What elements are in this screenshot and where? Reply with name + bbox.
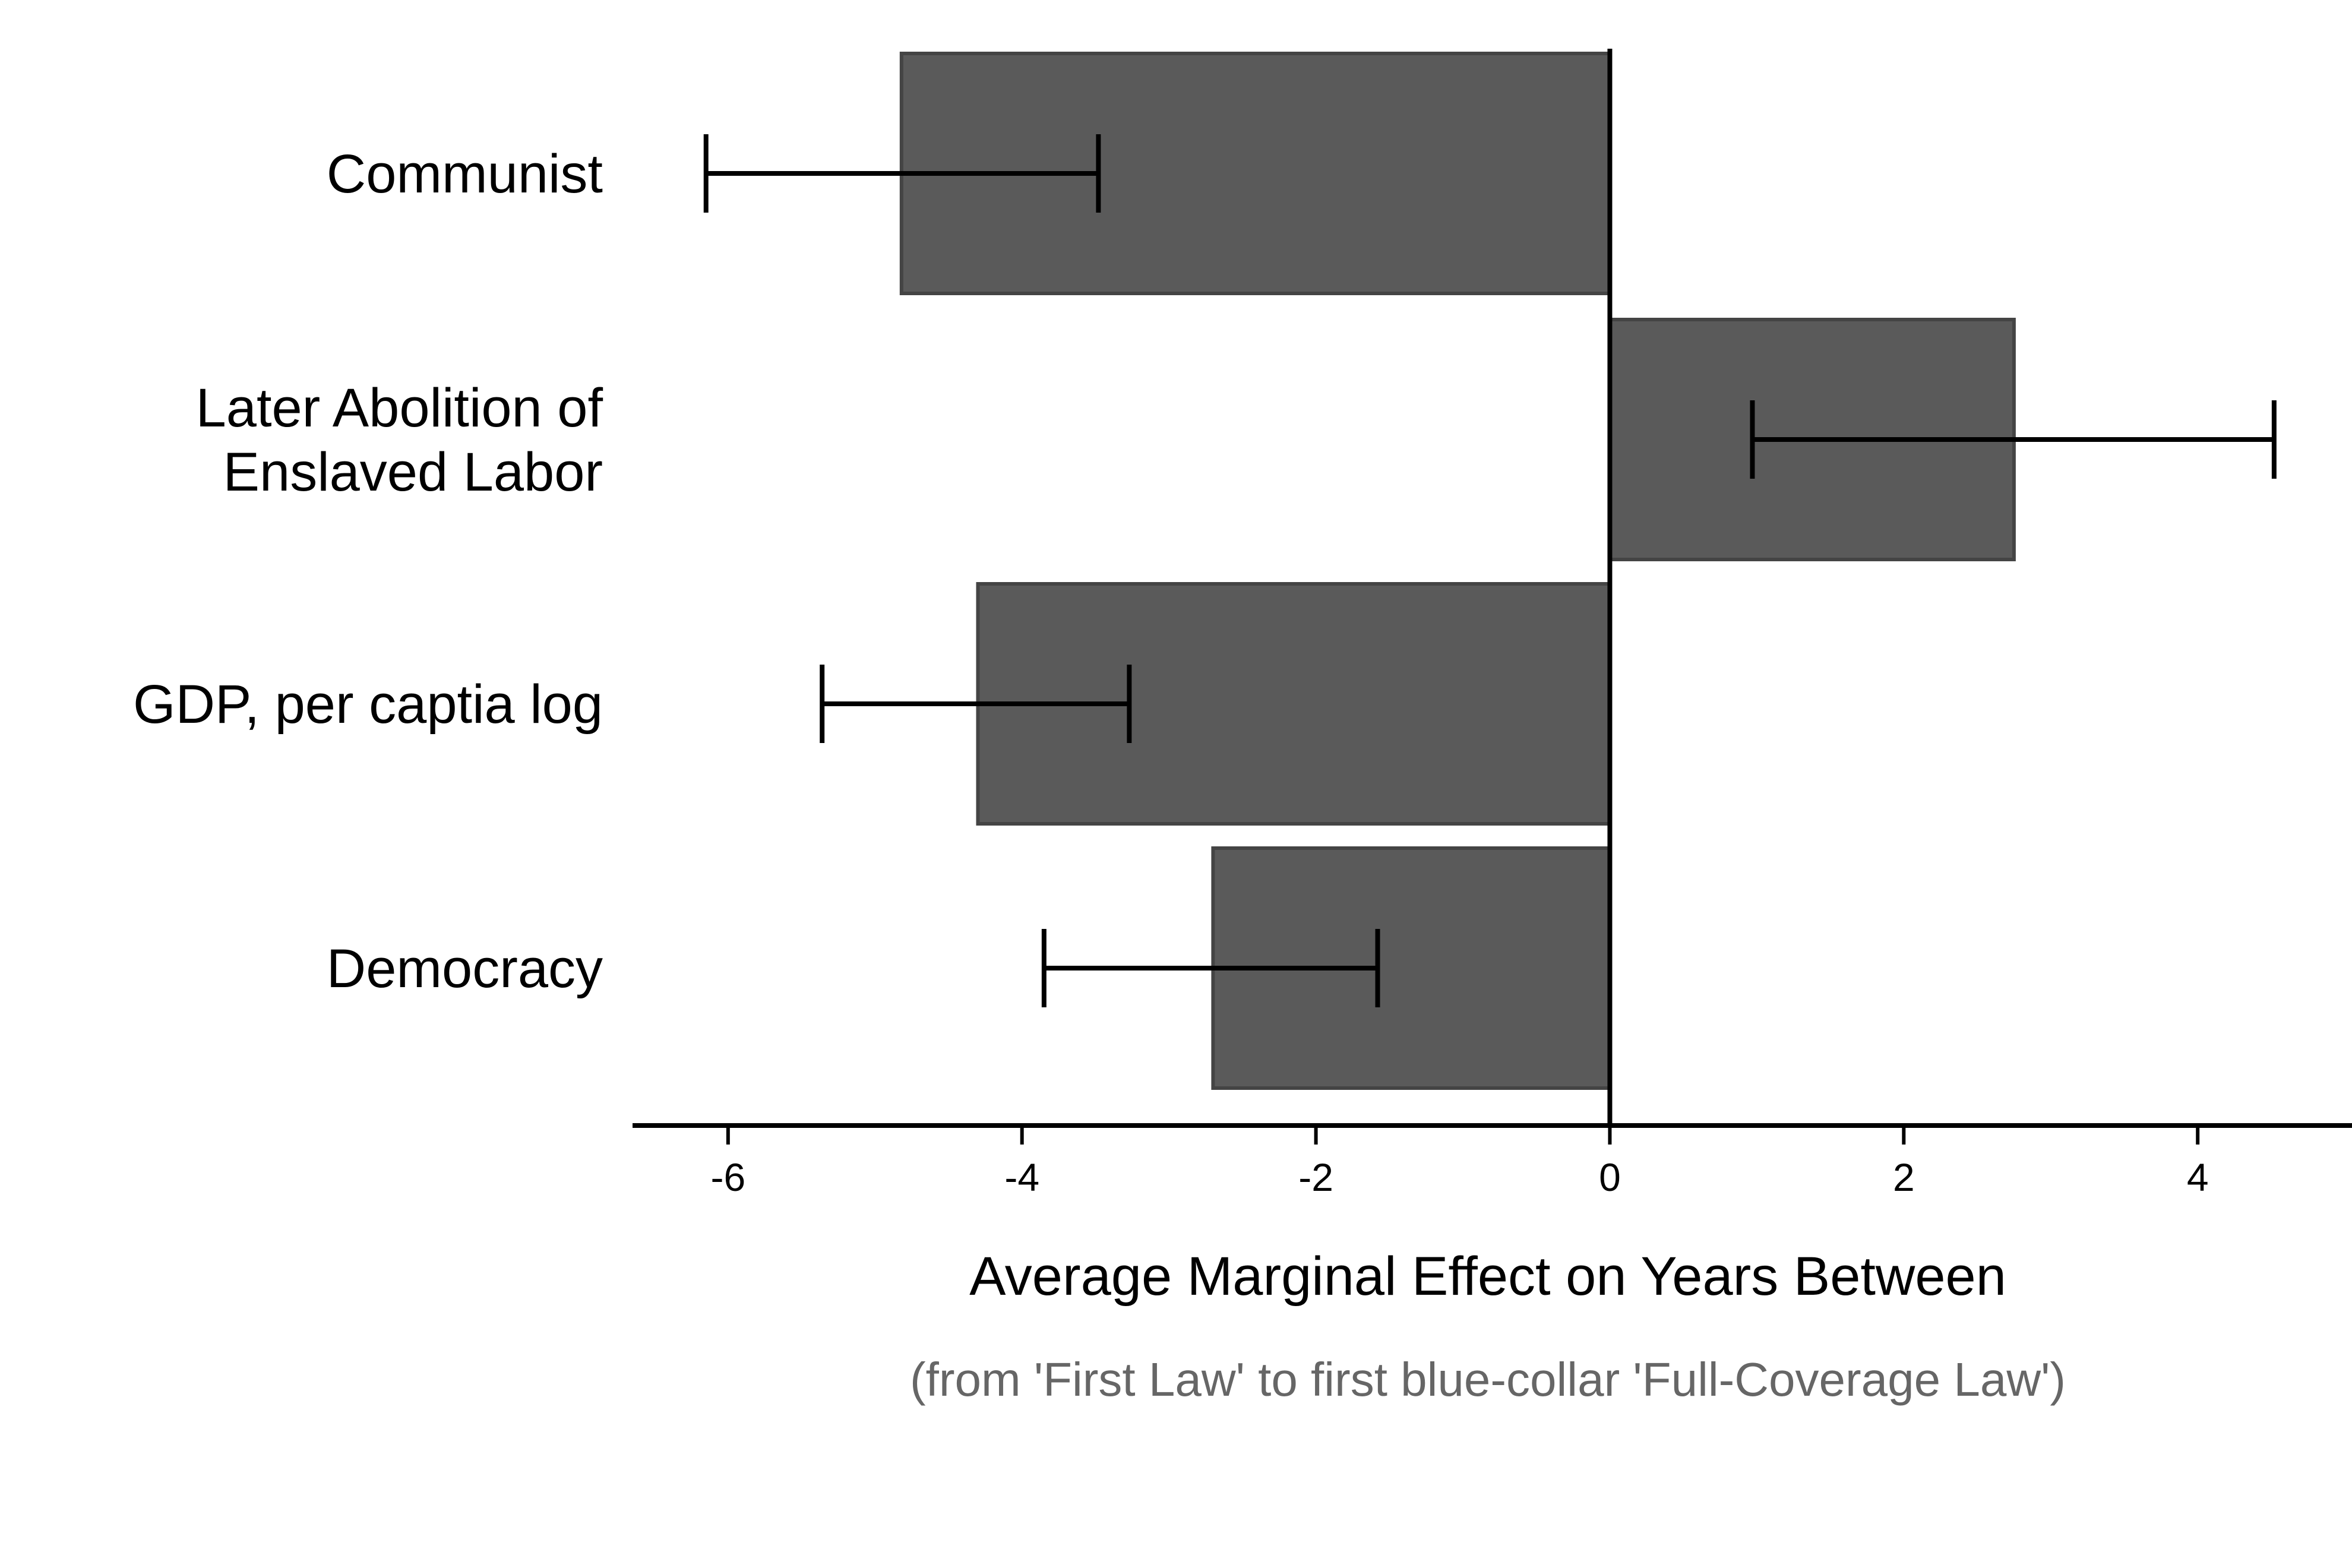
bars-layer: [899, 52, 2016, 1090]
category-label-2: GDP, per captia log: [133, 674, 603, 735]
axis-layer: [633, 49, 2352, 1145]
x-axis-label: Average Marginal Effect on Years Between: [969, 1246, 2006, 1307]
x-axis-subtitle: (from 'First Law' to first blue-collar '…: [910, 1353, 2066, 1406]
category-label-0: Communist: [327, 144, 603, 204]
category-label-2-line-0: GDP, per captia log: [133, 674, 603, 735]
category-label-0-line-0: Communist: [327, 144, 603, 204]
tick-labels: -6 -4 -2 0 2 4: [710, 1155, 2208, 1199]
x-tick-label-5: 4: [2187, 1155, 2209, 1199]
error-bar-0: [703, 134, 1101, 213]
category-labels: Communist Later Abolition of Enslaved Labo…: [133, 144, 603, 999]
x-tick-label-0: -6: [710, 1155, 745, 1199]
category-label-3: Democracy: [327, 938, 603, 999]
x-tick-label-4: 2: [1893, 1155, 1915, 1199]
x-tick-label-2: -2: [1298, 1155, 1333, 1199]
category-label-1-line-1: Enslaved Labor: [223, 442, 603, 502]
category-label-3-line-0: Democracy: [327, 938, 603, 999]
x-tick-label-3: 0: [1599, 1155, 1621, 1199]
error-bar-3: [1041, 929, 1380, 1007]
error-bar-2: [820, 665, 1132, 743]
error-bar-1: [1750, 400, 2277, 479]
category-label-1-line-0: Later Abolition of: [196, 378, 603, 438]
x-tick-label-1: -4: [1004, 1155, 1039, 1199]
errorbars-layer: [703, 134, 2277, 1007]
category-label-1: Later Abolition of Enslaved Labor: [196, 378, 603, 502]
